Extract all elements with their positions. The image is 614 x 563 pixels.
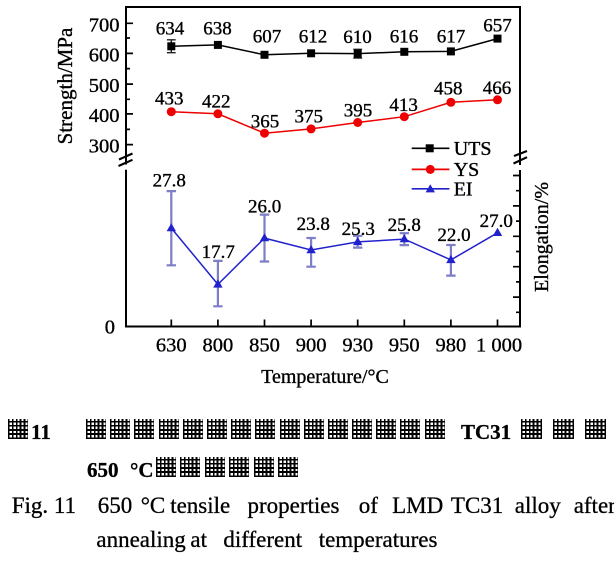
svg-text:900: 900: [296, 335, 327, 357]
svg-text:610: 610: [343, 27, 372, 48]
svg-text:0: 0: [105, 317, 115, 339]
svg-text:607: 607: [253, 27, 282, 48]
svg-text:Elongation/%: Elongation/%: [531, 182, 553, 292]
svg-text:458: 458: [434, 79, 463, 100]
svg-text:300: 300: [89, 136, 120, 158]
svg-text:365: 365: [251, 112, 280, 133]
svg-text:25.3: 25.3: [342, 219, 375, 240]
svg-text:1 000: 1 000: [476, 335, 522, 357]
svg-text:657: 657: [483, 16, 512, 37]
svg-text:26.0: 26.0: [248, 197, 281, 218]
svg-text:Temperature/°C: Temperature/°C: [261, 366, 389, 388]
svg-text:22.0: 22.0: [437, 225, 470, 246]
svg-text:612: 612: [299, 27, 328, 48]
svg-text:27.0: 27.0: [480, 211, 513, 232]
svg-text:UTS: UTS: [454, 138, 492, 160]
svg-text:950: 950: [389, 335, 420, 357]
svg-text:616: 616: [390, 27, 419, 48]
svg-text:800: 800: [203, 335, 234, 357]
svg-text:23.8: 23.8: [297, 214, 330, 235]
svg-text:850: 850: [249, 335, 280, 357]
svg-text:YS: YS: [454, 159, 480, 181]
svg-text:413: 413: [389, 95, 418, 116]
svg-text:EI: EI: [454, 179, 473, 201]
svg-text:25.8: 25.8: [388, 215, 421, 236]
svg-text:638: 638: [203, 19, 232, 40]
svg-text:422: 422: [202, 92, 231, 113]
svg-text:500: 500: [89, 75, 120, 97]
svg-text:700: 700: [89, 14, 120, 36]
svg-text:400: 400: [89, 105, 120, 127]
svg-text:630: 630: [156, 335, 187, 357]
svg-text:27.8: 27.8: [153, 171, 186, 192]
svg-text:433: 433: [155, 89, 184, 110]
svg-text:634: 634: [156, 19, 185, 40]
svg-text:466: 466: [483, 78, 512, 99]
svg-text:600: 600: [89, 44, 120, 66]
svg-text:Strength/MPa: Strength/MPa: [53, 27, 77, 144]
svg-text:395: 395: [344, 101, 373, 122]
svg-text:375: 375: [295, 107, 324, 128]
svg-text:980: 980: [436, 335, 467, 357]
svg-text:617: 617: [437, 27, 466, 48]
svg-text:17.7: 17.7: [202, 242, 235, 263]
svg-text:930: 930: [342, 335, 373, 357]
